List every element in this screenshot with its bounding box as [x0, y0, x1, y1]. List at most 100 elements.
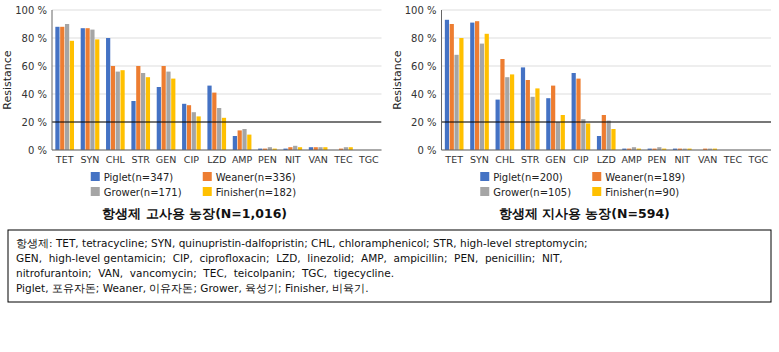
legend-swatch [592, 172, 601, 181]
y-tick-label: 80 % [411, 33, 436, 44]
grid-line [442, 10, 772, 11]
bar [141, 73, 145, 150]
panel: 0 %20 %40 %60 %80 %100 %ResistanceTETSYN… [1, 5, 382, 222]
bar [70, 41, 74, 150]
x-tick-label: TGC [358, 154, 379, 165]
bar [475, 21, 479, 150]
bar [187, 105, 191, 150]
x-tick-label: VAN [698, 154, 718, 165]
grid-line [52, 150, 382, 151]
bar [65, 24, 69, 150]
grid-line [52, 66, 382, 67]
bar [535, 88, 539, 150]
bar [86, 28, 90, 150]
grid-line [52, 122, 382, 123]
bar [521, 67, 525, 150]
bar [602, 115, 606, 150]
y-tick-label: 0 % [417, 145, 436, 156]
chart-root: 0 % 20 % 40 % 60 % 80 % 100 % Resistance TET SYN… [0, 0, 779, 352]
legend-swatch [203, 172, 212, 181]
bar [459, 38, 463, 150]
x-axis [52, 150, 382, 151]
x-tick-label: STR [131, 154, 150, 165]
y-axis-label: Resistance [1, 50, 14, 110]
legend-swatch [480, 172, 489, 181]
bar [242, 129, 246, 150]
bar [500, 59, 504, 150]
bar [572, 73, 576, 150]
bar [561, 115, 565, 150]
bar [293, 146, 297, 150]
bar [551, 86, 555, 150]
bar [496, 100, 500, 150]
x-tick-label: LZD [597, 154, 616, 165]
panel: 0 %20 %40 %60 %80 %100 %ResistanceTETSYN… [391, 5, 772, 222]
y-axis [441, 10, 442, 150]
bar [146, 77, 150, 150]
x-tick-label: GEN [156, 154, 176, 165]
footnote-line: 항생제: TET, tetracycline; SYN, quinupristi… [16, 237, 588, 249]
bar [222, 118, 226, 150]
legend-swatch [592, 187, 601, 196]
x-tick-label: TET [55, 154, 74, 165]
bar [111, 66, 115, 150]
x-tick-label: SYN [81, 154, 100, 165]
grid-line [442, 122, 772, 123]
bar [597, 136, 601, 150]
reference-line [52, 122, 382, 123]
bar [607, 121, 611, 150]
grid-line [442, 38, 772, 39]
bar [445, 20, 449, 150]
bar [95, 39, 99, 150]
footnote-line: GEN, high-level gentamicin; CIP, ciprofl… [16, 252, 563, 264]
bar [131, 101, 135, 150]
reference-line [442, 122, 772, 123]
bar [531, 97, 535, 150]
legend-label: Grower(n=105) [493, 187, 571, 198]
bar [247, 135, 251, 150]
bar [166, 72, 170, 150]
bar [157, 87, 161, 150]
bar [90, 30, 94, 150]
bar [485, 34, 489, 150]
bar [581, 119, 585, 150]
x-tick-label: CIP [573, 154, 588, 165]
legend-swatch [91, 187, 100, 196]
y-tick-label: 20 % [22, 117, 47, 128]
bars [55, 24, 352, 150]
legend-swatch [91, 172, 100, 181]
y-tick-label: 40 % [411, 89, 436, 100]
legend-label: Weaner(n=336) [216, 172, 296, 183]
x-tick-label: GEN [545, 154, 565, 165]
y-axis-label: Resistance [391, 50, 404, 110]
legend-label: Piglet(n=347) [104, 172, 173, 183]
x-tick-label: LZD [207, 154, 226, 165]
bar [480, 44, 484, 150]
chart-title: 항생제 고사용 농장(N=1,016) [102, 206, 287, 221]
x-tick-label: NIT [285, 154, 301, 165]
bar [576, 79, 580, 150]
y-tick-label: 100 % [15, 5, 47, 16]
bar [454, 55, 458, 150]
bar [55, 27, 59, 150]
x-tick-label: NIT [674, 154, 690, 165]
x-tick-label: CHL [495, 154, 515, 165]
x-tick-label: CIP [184, 154, 199, 165]
bar [116, 72, 120, 150]
bar [162, 66, 166, 150]
grid-line [442, 94, 772, 95]
grid-line [442, 66, 772, 67]
x-tick-label: VAN [308, 154, 328, 165]
footnote-box [8, 230, 771, 302]
x-tick-label: STR [521, 154, 540, 165]
bar [470, 23, 474, 150]
bar [526, 80, 530, 150]
bar [233, 136, 237, 150]
y-tick-label: 60 % [22, 61, 47, 72]
legend-label: Grower(n=171) [104, 187, 182, 198]
x-tick-label: TET [444, 154, 463, 165]
bar [197, 116, 201, 150]
bar [212, 93, 216, 150]
bar [136, 66, 140, 150]
bar [556, 122, 560, 150]
